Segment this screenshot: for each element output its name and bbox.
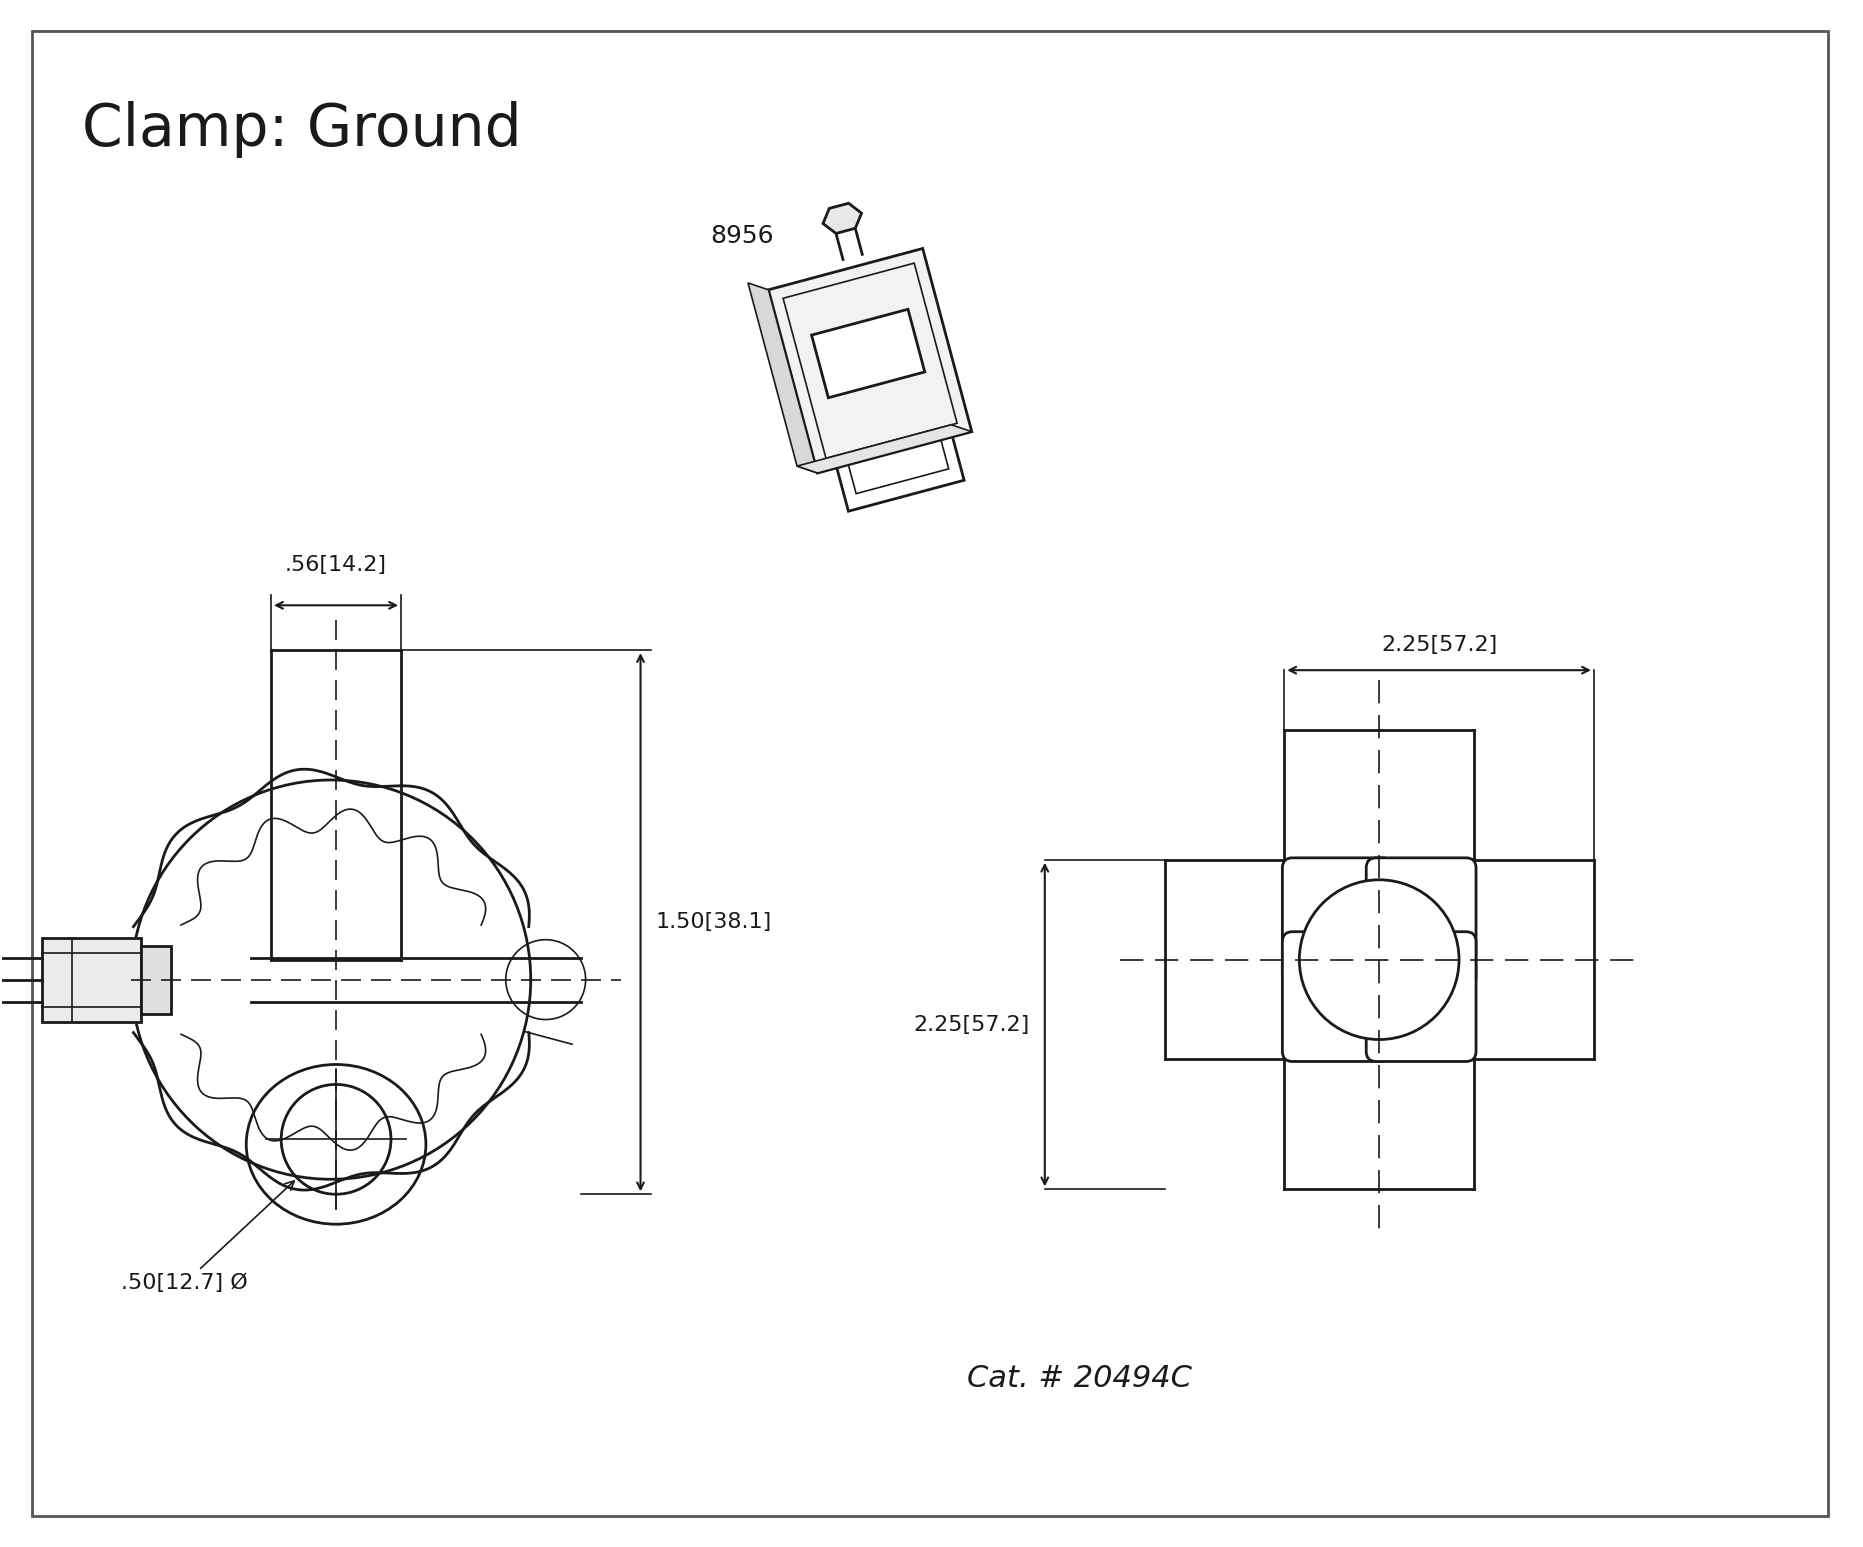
Text: .50[12.7] Ø: .50[12.7] Ø (121, 1180, 294, 1293)
Bar (41, 937, 142, 1021)
FancyBboxPatch shape (1282, 931, 1392, 1061)
Polygon shape (812, 309, 924, 398)
Bar (142, 945, 171, 1013)
FancyBboxPatch shape (1282, 859, 1392, 987)
Text: Cat. # 20494C: Cat. # 20494C (967, 1364, 1192, 1394)
FancyBboxPatch shape (1366, 859, 1475, 987)
Polygon shape (747, 283, 818, 473)
Circle shape (1299, 880, 1459, 1040)
Polygon shape (768, 249, 972, 473)
Bar (1284, 730, 1474, 1190)
Text: 8956: 8956 (710, 224, 773, 248)
FancyBboxPatch shape (1366, 931, 1475, 1061)
Text: .56[14.2]: .56[14.2] (285, 555, 388, 575)
Polygon shape (823, 203, 861, 234)
Text: 2.25[57.2]: 2.25[57.2] (913, 1015, 1030, 1035)
Bar (1164, 860, 1595, 1060)
Text: Clamp: Ground: Clamp: Ground (82, 101, 522, 158)
Text: 1.50[38.1]: 1.50[38.1] (656, 913, 771, 933)
Text: 2.25[57.2]: 2.25[57.2] (1380, 636, 1498, 656)
Polygon shape (797, 425, 972, 473)
